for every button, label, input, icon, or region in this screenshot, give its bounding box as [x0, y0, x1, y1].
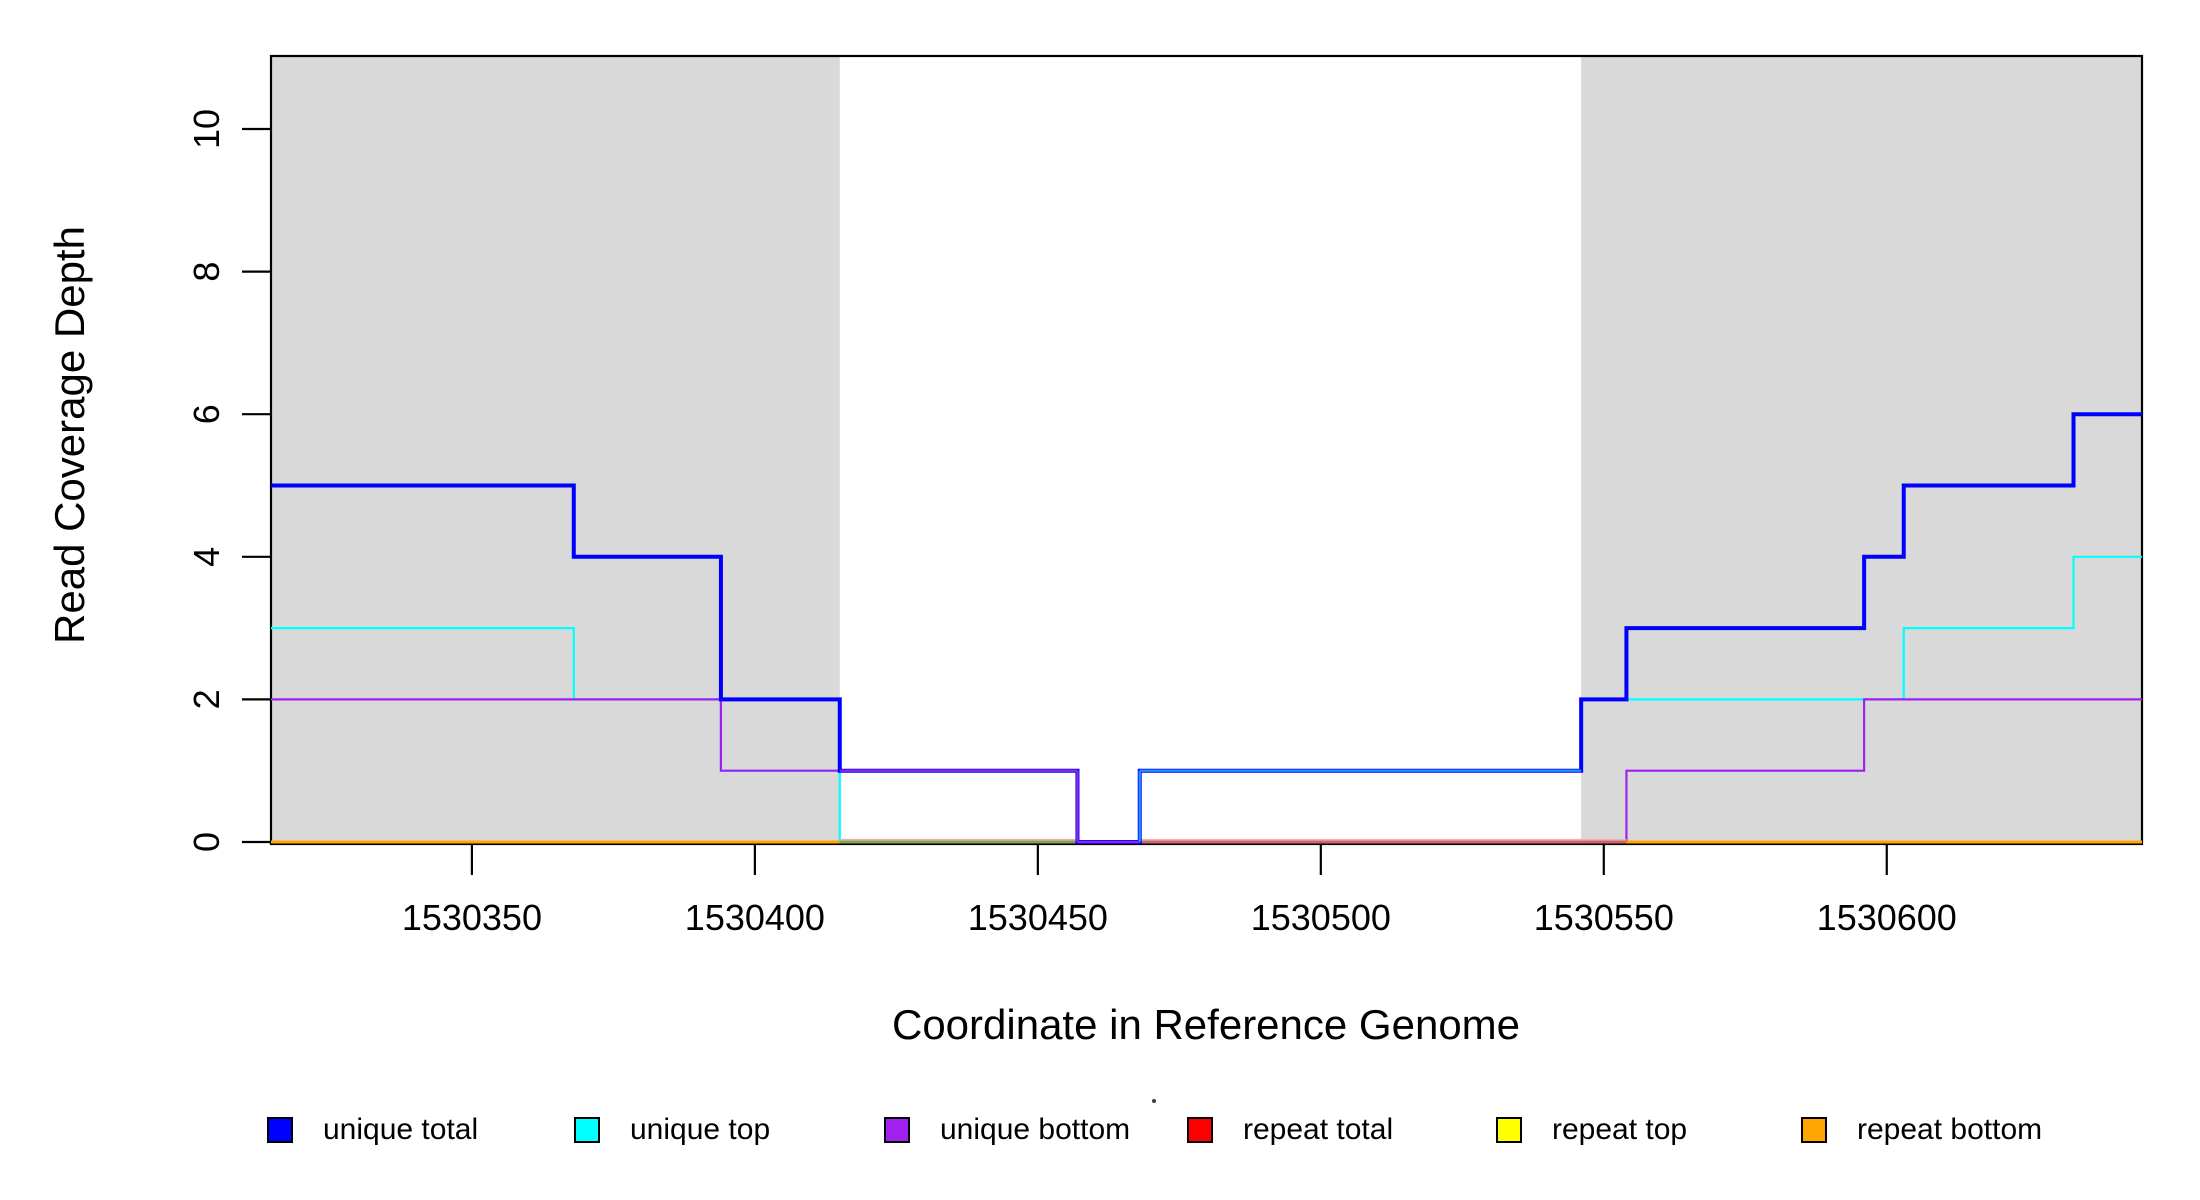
y-tick-label: 0	[186, 832, 227, 852]
y-tick-label: 8	[186, 262, 227, 282]
x-tick-label: 1530350	[402, 897, 542, 938]
x-tick-label: 1530400	[685, 897, 825, 938]
x-tick-label: 1530450	[968, 897, 1108, 938]
shaded-region	[1581, 56, 2142, 844]
y-tick-label: 2	[186, 689, 227, 709]
x-axis-title: Coordinate in Reference Genome	[891, 1001, 1521, 1048]
plot-box	[269, 54, 2144, 846]
y-tick-label: 6	[186, 404, 227, 424]
y-tick-label: 10	[186, 109, 227, 149]
shaded-region	[271, 56, 840, 844]
x-tick-label: 1530500	[1251, 897, 1391, 938]
x-tick-label: 1530550	[1534, 897, 1674, 938]
y-tick-label: 4	[186, 547, 227, 567]
y-axis-title: Read Coverage Depth	[46, 226, 93, 644]
x-tick-label: 1530600	[1817, 897, 1957, 938]
